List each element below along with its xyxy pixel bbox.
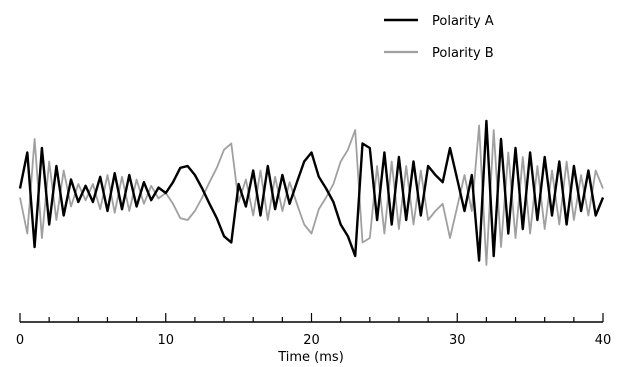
x-tick-label: 40 — [595, 333, 612, 348]
x-axis-ticks: 0 10 20 30 40 — [16, 313, 611, 348]
x-tick-label: 30 — [449, 333, 466, 348]
x-axis-title: Time (ms) — [277, 350, 344, 365]
series-line-polarity-a — [18, 119, 605, 262]
series-line-polarity-b — [19, 124, 604, 266]
x-tick-label: 20 — [303, 333, 320, 348]
x-tick-label: 0 — [16, 333, 24, 348]
x-tick-label: 10 — [157, 333, 174, 348]
legend-label-polarity-a: Polarity A — [432, 14, 494, 29]
legend: Polarity A Polarity B — [384, 14, 494, 61]
plot-area — [18, 119, 605, 266]
legend-label-polarity-b: Polarity B — [432, 46, 494, 61]
